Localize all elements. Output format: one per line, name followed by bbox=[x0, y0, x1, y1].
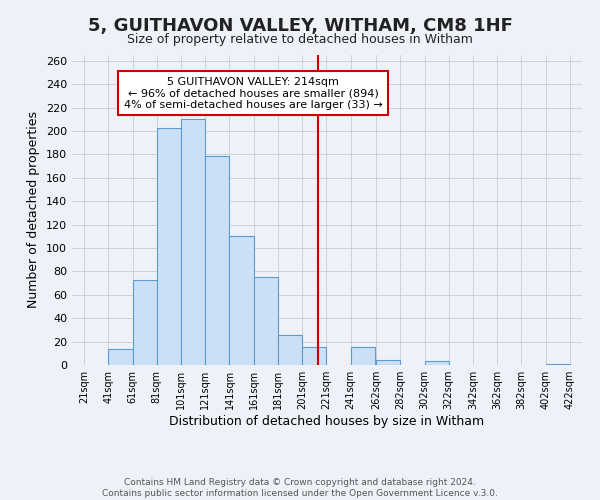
Bar bbox=[278, 334, 302, 365]
Bar bbox=[205, 156, 229, 365]
Text: Size of property relative to detached houses in Witham: Size of property relative to detached ho… bbox=[127, 32, 473, 46]
Bar bbox=[181, 120, 205, 365]
Bar bbox=[133, 280, 157, 365]
Y-axis label: Number of detached properties: Number of detached properties bbox=[28, 112, 40, 308]
Bar bbox=[254, 278, 278, 365]
Bar bbox=[376, 360, 400, 365]
X-axis label: Distribution of detached houses by size in Witham: Distribution of detached houses by size … bbox=[169, 415, 485, 428]
Bar bbox=[350, 348, 375, 365]
Text: 5, GUITHAVON VALLEY, WITHAM, CM8 1HF: 5, GUITHAVON VALLEY, WITHAM, CM8 1HF bbox=[88, 18, 512, 36]
Text: Contains HM Land Registry data © Crown copyright and database right 2024.
Contai: Contains HM Land Registry data © Crown c… bbox=[102, 478, 498, 498]
Bar bbox=[229, 236, 254, 365]
Bar bbox=[109, 348, 133, 365]
Bar bbox=[302, 348, 326, 365]
Bar bbox=[545, 364, 570, 365]
Bar bbox=[157, 128, 181, 365]
Bar bbox=[425, 362, 449, 365]
Text: 5 GUITHAVON VALLEY: 214sqm
← 96% of detached houses are smaller (894)
4% of semi: 5 GUITHAVON VALLEY: 214sqm ← 96% of deta… bbox=[124, 76, 382, 110]
